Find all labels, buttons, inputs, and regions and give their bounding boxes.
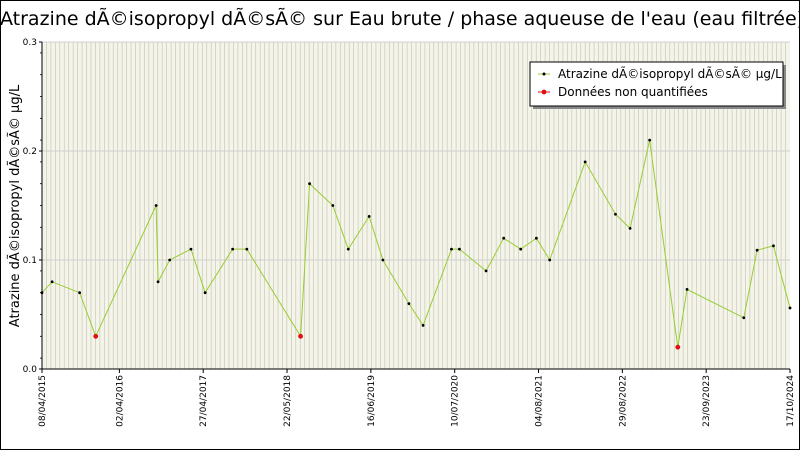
x-axis-ticks: 08/04/2015 02/04/2016 27/04/2017 22/05/2018… <box>38 369 796 427</box>
series-points-group <box>40 138 792 350</box>
y-tick-label: 0.1 <box>23 256 37 266</box>
data-point <box>189 247 193 251</box>
data-point <box>484 269 488 273</box>
legend-marker <box>542 72 546 76</box>
legend-box <box>529 61 784 107</box>
y-tick-label: 0.2 <box>23 147 37 157</box>
series-line-group <box>41 139 791 348</box>
data-point <box>628 226 632 230</box>
data-point <box>458 247 461 251</box>
data-point <box>772 244 775 248</box>
data-point <box>648 138 652 142</box>
data-point <box>788 306 792 310</box>
data-point <box>548 258 552 262</box>
y-tick-label: 0.3 <box>23 38 37 48</box>
major-gridlines <box>42 41 790 261</box>
chart-title: Atrazine dÃ©isopropyl dÃ©sÃ© sur Eau bru… <box>0 8 800 30</box>
data-point <box>450 247 453 251</box>
data-point <box>50 280 54 284</box>
data-point <box>381 258 385 262</box>
x-tick-label: 04/08/2021 <box>535 375 545 427</box>
y-axis-ticks: 0.0 0.1 0.2 0.3 <box>23 38 42 375</box>
data-point <box>203 291 207 295</box>
data-point <box>519 247 523 251</box>
x-tick-label: 10/07/2020 <box>451 375 461 427</box>
x-tick-label: 08/04/2015 <box>38 375 48 427</box>
x-tick-label: 22/05/2018 <box>283 375 293 427</box>
data-point <box>168 258 172 262</box>
data-point <box>156 280 160 284</box>
data-point <box>407 302 411 305</box>
legend-label: Atrazine dÃ©isopropyl dÃ©sÃ© µg/L <box>558 66 782 81</box>
non-quantified-point <box>298 333 303 339</box>
legend-marker <box>541 89 547 95</box>
x-tick-label: 02/04/2016 <box>115 375 125 427</box>
data-point <box>534 236 538 240</box>
data-point <box>40 291 44 295</box>
data-point <box>583 160 587 164</box>
data-point <box>755 248 759 252</box>
data-point <box>245 247 249 251</box>
legend-label: Données non quantifiées <box>558 85 708 99</box>
legend: Atrazine dÃ©isopropyl dÃ©sÃ© µg/L Données… <box>529 61 786 109</box>
x-tick-label: 16/06/2019 <box>367 375 377 427</box>
x-tick-label: 27/04/2017 <box>199 375 209 427</box>
data-point <box>154 204 158 207</box>
y-axis-label: Atrazine dÃ©isopropyl dÃ©sÃ© µg/L <box>7 84 23 327</box>
data-point <box>331 204 335 207</box>
series-line <box>41 139 791 348</box>
data-point <box>308 182 312 186</box>
data-point <box>742 316 746 320</box>
data-point <box>231 247 235 251</box>
data-point <box>78 291 82 295</box>
y-tick-label: 0.0 <box>23 365 38 375</box>
data-point <box>502 236 506 240</box>
x-tick-label: 29/08/2022 <box>618 375 628 427</box>
non-quantified-point <box>93 333 99 339</box>
data-point <box>421 324 425 327</box>
data-point <box>614 212 617 216</box>
non-quantified-point <box>675 344 681 350</box>
x-tick-label: 23/09/2023 <box>702 375 712 427</box>
data-point <box>367 215 371 218</box>
data-point <box>685 288 689 291</box>
x-tick-label: 17/10/2024 <box>786 375 796 427</box>
data-point <box>346 247 350 251</box>
